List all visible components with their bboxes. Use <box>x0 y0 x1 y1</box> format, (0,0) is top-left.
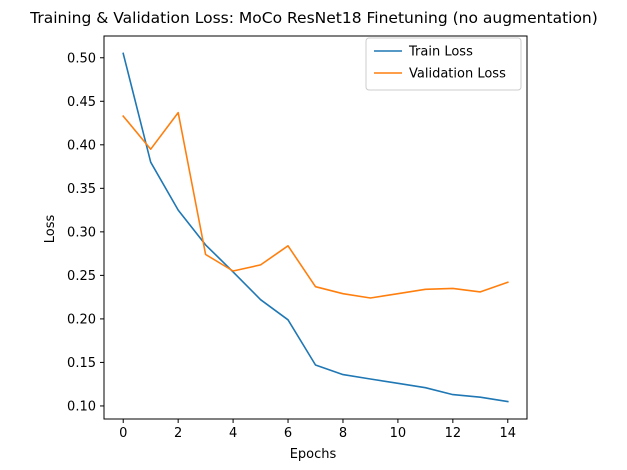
x-tick-label: 6 <box>284 426 292 441</box>
legend-box <box>365 37 522 91</box>
series-line-train-loss <box>122 52 509 403</box>
x-tick-label: 12 <box>445 426 462 441</box>
y-tick-label: 0.45 <box>67 95 96 110</box>
y-tick-label: 0.40 <box>67 138 96 153</box>
chart-title: Training & Validation Loss: MoCo ResNet1… <box>29 9 598 27</box>
y-tick-label: 0.25 <box>67 269 96 284</box>
x-tick-label: 10 <box>390 426 407 441</box>
x-tick-label: 2 <box>174 426 182 441</box>
y-tick-label: 0.35 <box>67 182 96 197</box>
legend-label: Validation Loss <box>409 67 506 82</box>
y-tick-label: 0.50 <box>67 51 96 66</box>
legend-label: Train Loss <box>408 45 473 60</box>
plot-area: 0 2 4 6 8 10 12 14 0.10 0.15 0.20 0.25 0.30 0.35 0.40 0… <box>67 35 528 441</box>
y-axis-label: Loss <box>43 215 58 244</box>
y-tick-label: 0.10 <box>67 399 96 414</box>
x-tick-label: 4 <box>229 426 237 441</box>
x-tick-label: 0 <box>119 426 127 441</box>
series-line-validation-loss <box>122 111 509 299</box>
x-tick-label: 8 <box>339 426 347 441</box>
y-tick-label: 0.20 <box>67 312 96 327</box>
x-axis-label: Epochs <box>290 447 337 462</box>
y-tick-label: 0.30 <box>67 225 96 240</box>
legend: Train Loss Validation Loss <box>365 37 522 91</box>
y-tick-label: 0.15 <box>67 356 96 371</box>
axes-frame <box>103 35 528 420</box>
x-tick-label: 14 <box>499 426 516 441</box>
